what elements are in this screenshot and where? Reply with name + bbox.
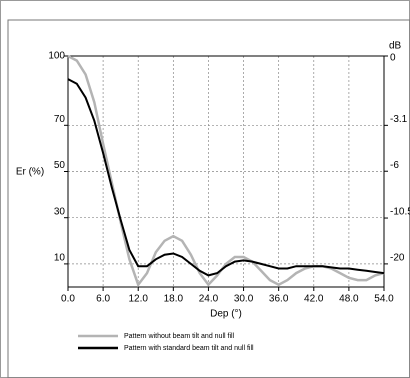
y-axis-label: Er (%) xyxy=(16,167,44,178)
y-tick-label: 10 xyxy=(54,253,66,264)
x-tick-label: 24.0 xyxy=(199,294,219,305)
x-tick-label: 54.0 xyxy=(374,294,394,305)
x-tick-label: 36.0 xyxy=(269,294,289,305)
y2-tick-label: -6 xyxy=(390,160,399,171)
y2-tick-label: 0 xyxy=(390,53,396,64)
y2-tick-label: -20 xyxy=(390,253,405,264)
legend-label: Pattern with standard beam tilt and null… xyxy=(124,345,254,352)
x-tick-label: 48.0 xyxy=(339,294,359,305)
x-tick-label: 0.0 xyxy=(61,294,75,305)
plot-border xyxy=(67,55,385,288)
y-tick-label: 50 xyxy=(54,160,66,171)
y-tick-label: 70 xyxy=(54,114,66,125)
y2-tick-label: -10.5 xyxy=(390,207,410,218)
y-tick-label: 100 xyxy=(48,51,65,62)
x-tick-label: 42.0 xyxy=(304,294,324,305)
x-tick-label: 18.0 xyxy=(164,294,184,305)
series-line xyxy=(67,78,385,277)
x-tick-label: 12.0 xyxy=(128,294,148,305)
panel xyxy=(7,19,410,378)
legend-label: Pattern without beam tilt and null fill xyxy=(124,333,235,340)
y2-tick-label: -3.1 xyxy=(390,114,408,125)
x-tick-label: 30.0 xyxy=(234,294,254,305)
x-axis-label: Dep (°) xyxy=(210,309,242,320)
x-tick-label: 6.0 xyxy=(96,294,110,305)
y-tick-label: 30 xyxy=(54,206,66,217)
y2-axis-label: dB xyxy=(389,41,402,52)
